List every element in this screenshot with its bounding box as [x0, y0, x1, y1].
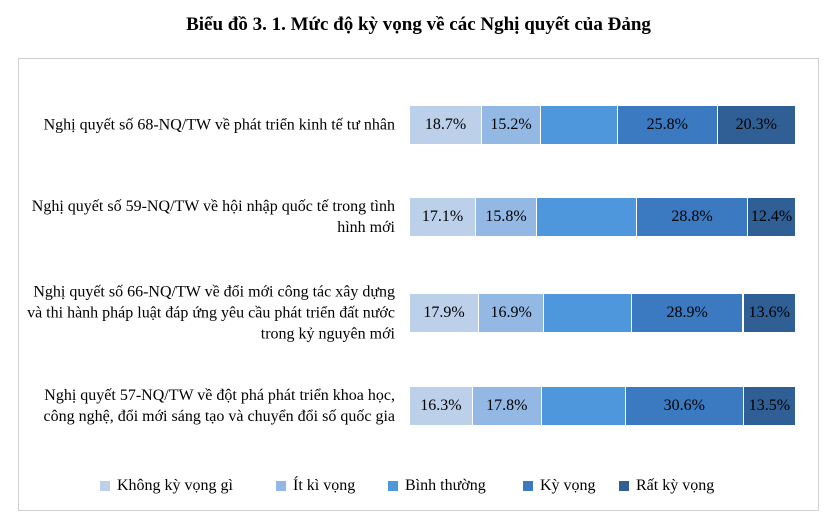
bar-segment: 16.3% — [410, 387, 473, 425]
legend-label: Không kỳ vọng gì — [117, 477, 233, 494]
value-label: 16.3% — [420, 397, 462, 414]
value-label: 17.1% — [421, 208, 464, 225]
bar-segment — [536, 198, 637, 236]
value-label: 25.8% — [646, 116, 688, 133]
bar-segment: 13.6% — [743, 294, 796, 332]
bar-segment: 17.1% — [410, 198, 476, 236]
legend-swatch — [619, 481, 629, 491]
bar-segment — [541, 387, 626, 425]
legend-label: Rất kỳ vọng — [636, 477, 715, 494]
legend-label: Bình thường — [405, 477, 486, 494]
bar-segment: 25.8% — [618, 106, 718, 144]
bar-segment: 20.3% — [717, 106, 796, 144]
bar-segment: 15.8% — [476, 198, 537, 236]
legend-item: Bình thường — [388, 477, 486, 495]
legend-swatch — [100, 481, 110, 491]
legend-swatch — [388, 481, 398, 491]
chart-frame — [18, 58, 819, 511]
value-label: 17.9% — [423, 304, 465, 321]
legend-item: Ít kì vọng — [276, 477, 355, 495]
value-label: 20.3% — [735, 116, 777, 133]
legend-item: Rất kỳ vọng — [619, 477, 714, 495]
value-label: 12.4% — [750, 208, 793, 225]
bar-segment: 18.7% — [410, 106, 483, 144]
category-label: Nghị quyết số 68-NQ/TW về phát triển kin… — [43, 116, 395, 134]
bar-segment: 28.9% — [631, 294, 744, 332]
bar-segment: 13.5% — [743, 387, 796, 425]
value-label: 28.9% — [666, 304, 708, 321]
chart-title: Biểu đồ 3. 1. Mức độ kỳ vọng về các Nghị… — [186, 14, 651, 35]
value-label: 13.5% — [748, 397, 791, 414]
category-label: Nghị quyết 57-NQ/TW về đột phá phát triể… — [43, 387, 396, 425]
value-label: 13.6% — [748, 304, 790, 321]
legend-label: Ít kì vọng — [293, 477, 356, 494]
value-label: 15.8% — [485, 208, 527, 225]
bar-segment: 12.4% — [748, 198, 796, 236]
value-label: 17.8% — [486, 397, 528, 414]
legend-label: Kỳ vọng — [540, 477, 596, 494]
bar-segment: 17.9% — [410, 294, 480, 332]
value-label: 28.8% — [671, 208, 713, 225]
value-label: 18.7% — [424, 116, 467, 133]
bar-segment — [544, 294, 632, 332]
legend-item: Không kỳ vọng gì — [100, 477, 233, 495]
bar-segment: 30.6% — [625, 387, 744, 425]
bar-segment: 28.8% — [636, 198, 749, 236]
value-label: 15.2% — [490, 116, 532, 133]
value-label: 16.9% — [490, 304, 532, 321]
legend-swatch — [276, 481, 286, 491]
bar-segment: 15.2% — [482, 106, 541, 144]
legend-swatch — [523, 481, 533, 491]
bar-segment — [540, 106, 619, 144]
bar-segment: 16.9% — [479, 294, 545, 332]
legend-item: Kỳ vọng — [523, 477, 596, 495]
category-label: Nghị quyết số 59-NQ/TW về hội nhập quốc … — [31, 198, 395, 236]
bar-segment: 17.8% — [472, 387, 542, 425]
category-label: Nghị quyết số 66-NQ/TW về đổi mới công t… — [27, 283, 395, 343]
value-label: 30.6% — [663, 397, 705, 414]
